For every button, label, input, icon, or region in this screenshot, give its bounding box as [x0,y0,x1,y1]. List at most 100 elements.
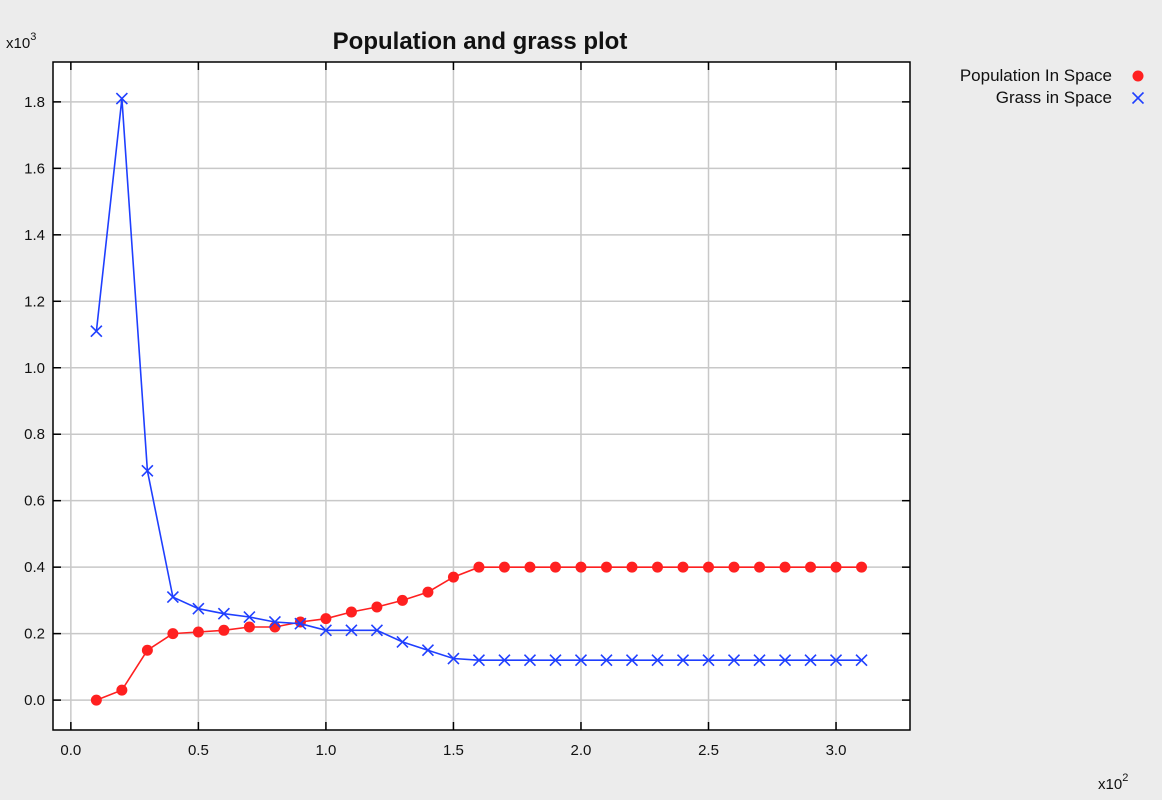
data-point-population-in-space [90,694,102,706]
marker-stroke [217,607,230,620]
marker-stroke [753,654,766,667]
y-tick-label: 1.8 [24,94,45,111]
data-point-grass-in-space [778,654,792,667]
data-point-grass-in-space [115,92,128,105]
data-point-population-in-space [345,606,357,618]
data-point-grass-in-space [549,654,562,667]
marker-stroke [855,654,868,667]
data-point-grass-in-space [294,617,307,630]
data-point-population-in-space [422,586,434,598]
data-point-grass-in-space [574,654,588,667]
marker-stroke [727,654,741,667]
y-tick-label: 1.6 [24,160,45,177]
data-point-grass-in-space [243,610,256,624]
data-point-population-in-space [294,616,306,628]
x-tick-label: 2.5 [698,742,719,759]
marker-stroke [472,654,486,667]
data-point-population-in-space [192,626,204,638]
marker-stroke [1131,91,1145,105]
data-point-grass-in-space [447,652,460,665]
y-tick-label: 1.2 [24,293,45,310]
data-point-grass-in-space [625,654,639,667]
marker-stroke [268,615,281,629]
marker-stroke [90,325,103,338]
marker-stroke [778,654,792,667]
data-point-grass-in-space [396,635,409,648]
y-tick-label: 0.0 [24,692,45,709]
chart-title: Population and grass plot [333,28,628,55]
marker-stroke [421,644,435,657]
data-point-grass-in-space [829,654,843,667]
plot-area [53,62,910,730]
data-point-grass-in-space [753,654,766,667]
y-tick-label: 0.8 [24,426,45,443]
data-point-grass-in-space [345,624,358,637]
data-point-population-in-space [830,561,842,573]
data-point-population-in-space [626,561,638,573]
data-point-population-in-space [116,684,128,696]
data-point-population-in-space [754,561,766,573]
data-point-population-in-space [141,644,153,656]
y-tick-label: 1.0 [24,360,45,377]
data-point-grass-in-space [804,654,817,667]
data-point-population-in-space [269,621,281,633]
data-point-population-in-space [473,561,485,573]
data-point-grass-in-space [651,654,664,667]
marker-stroke [319,624,332,637]
data-point-grass-in-space [523,654,537,667]
data-point-population-in-space [243,621,255,633]
data-point-population-in-space [218,624,230,636]
data-point-grass-in-space [319,624,332,637]
marker-stroke [523,654,537,667]
data-point-population-in-space [371,601,383,613]
data-point-grass-in-space [600,654,613,667]
series-population-in-space [90,561,868,706]
data-point-grass-in-space [727,654,741,667]
marker-stroke [651,654,664,667]
data-point-population-in-space [396,594,408,606]
data-point-grass-in-space [90,325,103,338]
marker-stroke [141,464,154,477]
marker-stroke [804,654,817,667]
marker-stroke [166,590,179,604]
y-tick-label: 1.4 [24,227,45,244]
marker-stroke [370,624,383,637]
x-tick-label: 1.5 [443,742,464,759]
data-point-population-in-space [549,561,561,573]
legend-label: Population In Space [960,66,1112,85]
data-point-population-in-space [805,561,817,573]
data-point-population-in-space [651,561,663,573]
data-point-grass-in-space [192,602,205,615]
data-point-grass-in-space [472,654,486,667]
data-point-population-in-space [320,613,332,625]
y-axis-multiplier: x103 [6,31,36,52]
data-point-grass-in-space [498,654,511,667]
marker-stroke [498,654,511,667]
data-point-population-in-space [498,561,510,573]
data-point-grass-in-space [141,464,154,477]
marker-stroke [396,635,409,648]
legend: Population In Space Grass in Space [960,66,1145,107]
marker-stroke [115,92,128,105]
data-point-population-in-space [447,571,459,583]
data-point-grass-in-space [166,590,179,604]
data-point-grass-in-space [217,607,230,620]
data-point-grass-in-space [855,654,868,667]
data-point-grass-in-space [268,615,281,629]
data-point-population-in-space [677,561,689,573]
y-tick-label: 0.6 [24,493,45,510]
marker-stroke [625,654,639,667]
legend-marker [1131,91,1145,105]
data-point-grass-in-space [676,654,690,667]
marker-stroke [243,610,256,624]
marker-stroke [829,654,843,667]
marker-stroke [676,654,690,667]
marker-stroke [345,624,358,637]
series-grass-in-space [90,92,868,667]
data-point-grass-in-space [702,654,715,667]
marker-stroke [447,652,460,665]
data-series [90,92,868,706]
axis-ticks: 0.0 0.5 1.0 1.5 2.0 2.5 3.0 0.0 0.2 0.4 0.6 0.8 1.0 1… [24,62,910,759]
data-point-population-in-space [856,561,868,573]
marker-stroke [600,654,613,667]
